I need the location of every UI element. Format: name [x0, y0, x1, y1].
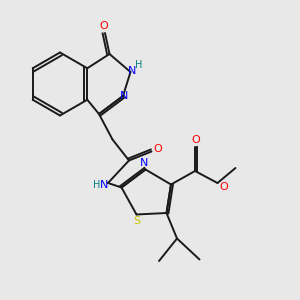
Text: O: O: [99, 21, 108, 32]
Text: O: O: [154, 143, 163, 154]
Text: O: O: [191, 135, 200, 146]
Text: H: H: [135, 60, 142, 70]
Text: O: O: [220, 182, 229, 193]
Text: H: H: [93, 179, 100, 190]
Text: N: N: [128, 65, 136, 76]
Text: S: S: [133, 216, 140, 226]
Text: N: N: [140, 158, 148, 168]
Text: N: N: [100, 179, 109, 190]
Text: N: N: [120, 91, 129, 101]
